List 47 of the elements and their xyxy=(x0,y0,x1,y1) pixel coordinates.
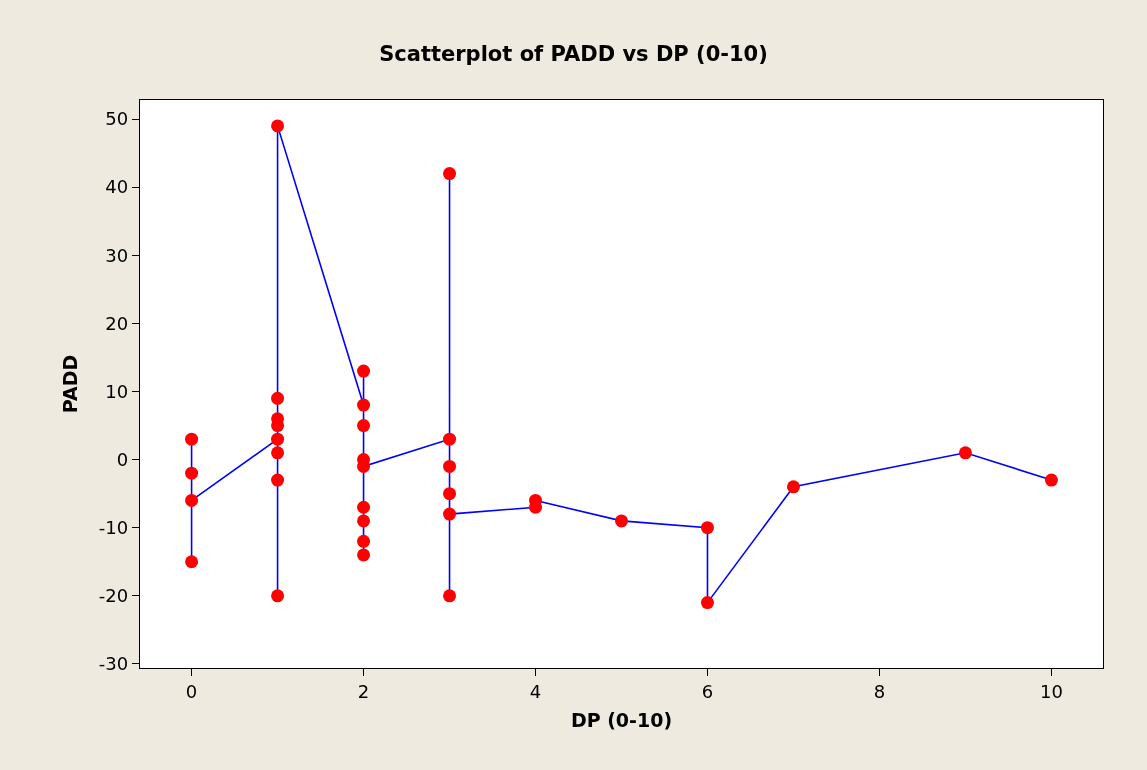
point xyxy=(357,534,371,548)
point xyxy=(958,446,972,460)
point xyxy=(357,364,371,378)
x-tick-label: 8 xyxy=(873,680,886,702)
point xyxy=(443,459,457,473)
point xyxy=(786,480,800,494)
y-axis-title: PADD xyxy=(58,354,81,414)
y-tick-label: -10 xyxy=(98,517,129,538)
chart-title: Scatterplot of PADD vs DP (0-10) xyxy=(379,42,768,67)
y-tick-label: 50 xyxy=(105,108,129,130)
x-tick-label: 4 xyxy=(529,680,542,702)
point xyxy=(1044,473,1058,487)
y-tick-label: -30 xyxy=(98,653,129,675)
point xyxy=(700,521,714,535)
point xyxy=(271,446,285,460)
point xyxy=(271,432,285,446)
point xyxy=(271,391,285,405)
y-tick-label: 10 xyxy=(105,380,129,402)
point xyxy=(443,589,457,603)
point xyxy=(443,487,457,501)
point xyxy=(271,589,285,603)
point xyxy=(185,466,199,480)
point xyxy=(357,514,371,528)
point xyxy=(615,514,628,528)
y-tick-label: 30 xyxy=(105,244,129,266)
point xyxy=(443,507,457,521)
x-tick-label: 10 xyxy=(1039,680,1063,702)
point xyxy=(700,596,714,610)
point xyxy=(357,548,371,562)
point xyxy=(271,473,285,487)
x-tick-label: 2 xyxy=(357,680,370,702)
point xyxy=(185,493,199,507)
y-tick-label: 20 xyxy=(105,312,129,334)
x-tick-label: 6 xyxy=(701,680,714,702)
x-axis-title: DP (0-10) xyxy=(570,708,673,731)
y-tick-label: 0 xyxy=(116,448,129,470)
point xyxy=(357,500,371,514)
point xyxy=(357,419,371,433)
x-tick-label: 0 xyxy=(185,680,198,702)
point xyxy=(443,432,457,446)
y-tick-label: 40 xyxy=(105,176,129,198)
point xyxy=(443,167,457,181)
point xyxy=(185,555,199,569)
point xyxy=(185,432,199,446)
point xyxy=(271,119,285,133)
y-tick-label: -20 xyxy=(98,585,129,607)
point xyxy=(357,398,371,412)
